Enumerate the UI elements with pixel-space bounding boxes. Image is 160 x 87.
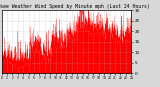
- Title: Milwaukee Weather Wind Speed by Minute mph (Last 24 Hours): Milwaukee Weather Wind Speed by Minute m…: [0, 4, 150, 9]
